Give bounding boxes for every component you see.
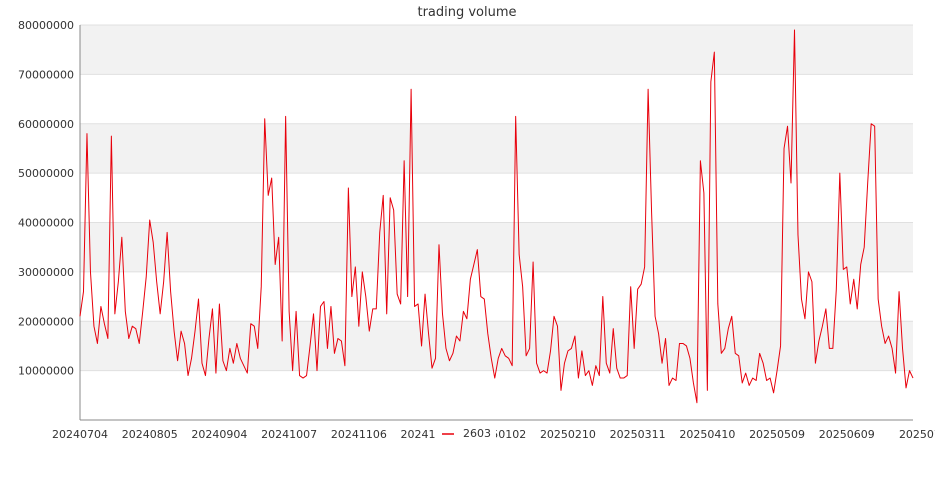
y-axis-ticks: 10000000 20000000 30000000 40000000 50000000…	[18, 19, 74, 378]
y-tick-label: 80000000	[18, 19, 74, 32]
x-tick-label: 20250509	[749, 428, 805, 441]
x-tick-label: 20250311	[610, 428, 666, 441]
y-tick-label: 10000000	[18, 365, 74, 378]
legend: 2603	[436, 424, 496, 442]
x-tick-label: 20240904	[191, 428, 247, 441]
y-tick-label: 50000000	[18, 167, 74, 180]
x-tick-label: 20240704	[52, 428, 108, 441]
x-tick-label: 20240805	[122, 428, 178, 441]
grid-band	[80, 222, 913, 272]
series-line-2603	[79, 29, 914, 404]
y-tick-label: 20000000	[18, 315, 74, 328]
axes	[79, 25, 913, 421]
y-tick-label: 30000000	[18, 266, 74, 279]
x-tick-label: 20250410	[679, 428, 735, 441]
y-tick-label: 40000000	[18, 217, 74, 230]
y-tick-label: 70000000	[18, 68, 74, 81]
chart-title: trading volume	[417, 5, 516, 20]
legend-label: 2603	[463, 427, 491, 440]
x-tick-label: 20241106	[331, 428, 387, 441]
grid-band	[80, 123, 913, 174]
plot-background-bands	[80, 25, 913, 371]
x-tick-label: 20250609	[819, 428, 875, 441]
gridlines	[80, 24, 913, 372]
x-tick-label: 20250210	[540, 428, 596, 441]
x-tick-label: 20241007	[261, 428, 317, 441]
grid-band	[80, 25, 913, 75]
x-axis-ticks: 20240704 20240805 20240904 20241007 20241106…	[52, 428, 935, 441]
x-tick-label: 20250704	[899, 428, 935, 441]
legend-background	[436, 424, 496, 442]
grid-band	[80, 321, 913, 371]
y-tick-label: 60000000	[18, 118, 74, 131]
